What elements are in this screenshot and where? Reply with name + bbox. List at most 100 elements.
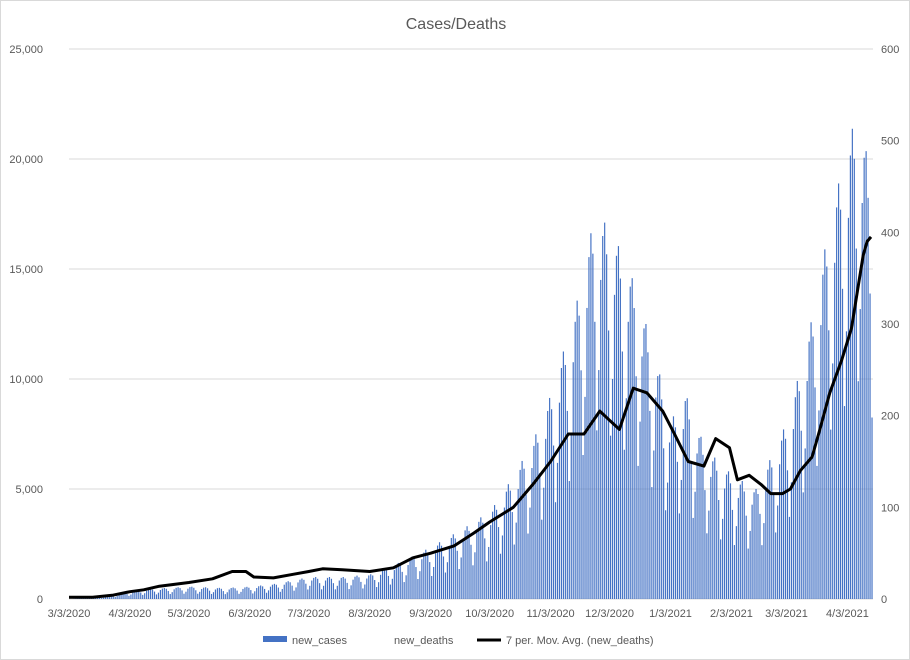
new-cases-bar (348, 589, 350, 599)
y-right-tick-label: 300 (881, 319, 899, 331)
x-tick-label: 3/3/2020 (48, 608, 91, 620)
y-left-tick-label: 25,000 (9, 44, 43, 56)
new-cases-bar (206, 588, 209, 599)
new-cases-bar (140, 592, 142, 599)
new-cases-bar (148, 589, 150, 599)
new-cases-bar (205, 587, 207, 599)
new-cases-bar (374, 580, 376, 599)
new-cases-bar (482, 522, 484, 599)
new-cases-bar (635, 376, 637, 599)
new-cases-bar (613, 294, 616, 599)
new-cases-bar (531, 468, 533, 599)
x-tick-label: 7/3/2020 (287, 608, 330, 620)
new-cases-bar (611, 379, 614, 599)
new-cases-bar (254, 591, 256, 599)
new-cases-bar (417, 579, 419, 599)
new-cases-bar (218, 587, 220, 599)
new-cases-bar (157, 592, 160, 599)
new-cases-bar (511, 512, 513, 599)
new-cases-bar (419, 571, 421, 599)
new-cases-bar (556, 462, 559, 599)
new-cases-bar (450, 537, 452, 599)
new-cases-bar (755, 489, 757, 599)
new-cases-bar (651, 487, 653, 599)
new-cases-bar (549, 397, 551, 599)
new-cases-bar (836, 207, 838, 599)
new-cases-bar (712, 461, 714, 599)
new-cases-bar (670, 427, 673, 599)
new-cases-bar (554, 502, 557, 599)
new-cases-bar (295, 587, 297, 599)
new-cases-bar (570, 434, 572, 599)
new-cases-bar (165, 588, 167, 599)
new-cases-bar (816, 465, 818, 599)
new-cases-bar (698, 437, 700, 599)
new-cases-bar (574, 321, 576, 599)
new-cases-bar (716, 470, 718, 599)
new-cases-bar (179, 588, 181, 599)
new-cases-bar (718, 500, 720, 599)
new-cases-bar (509, 490, 511, 599)
new-cases-bar (490, 525, 492, 599)
new-cases-bar (358, 577, 360, 599)
new-cases-bar (275, 584, 277, 599)
y-right-tick-label: 600 (881, 44, 899, 56)
new-cases-bar (360, 581, 362, 599)
new-cases-bar (663, 448, 665, 599)
new-cases-bar (116, 596, 118, 599)
new-cases-bar (515, 522, 517, 599)
new-cases-bar (193, 587, 195, 599)
new-cases-bar (324, 580, 327, 599)
new-cases-bar (149, 588, 152, 599)
new-cases-bar (307, 589, 309, 599)
legend-label-moving-average: 7 per. Mov. Avg. (new_deaths) (506, 635, 654, 647)
new-cases-bar (625, 398, 627, 599)
new-cases-bar (749, 530, 751, 599)
new-cases-bar (431, 576, 433, 599)
new-cases-bar (381, 570, 384, 599)
new-cases-bar (167, 590, 169, 599)
x-tick-label: 1/3/2021 (649, 608, 692, 620)
new-cases-bar (606, 254, 608, 599)
new-cases-bar (735, 526, 737, 599)
x-axis: 3/3/2020 4/3/2020 5/3/2020 6/3/2020 7/3/2020… (48, 608, 869, 620)
new-cases-bar (464, 530, 466, 599)
new-cases-bar (810, 322, 812, 599)
new-cases-bar (126, 594, 128, 599)
new-cases-bar (781, 440, 783, 599)
new-cases-bar (124, 593, 126, 599)
y-right-tick-label: 100 (881, 502, 899, 514)
new-cases-bar (645, 324, 647, 599)
new-cases-bar (594, 321, 596, 599)
new-cases-bar (232, 587, 234, 599)
new-cases-bar (228, 589, 230, 599)
new-cases-bar (203, 587, 205, 599)
new-cases-bar (537, 442, 539, 599)
new-cases-bar (195, 590, 197, 599)
new-cases-bar (397, 562, 399, 599)
new-cases-bar (725, 474, 728, 599)
new-cases-bar (161, 588, 163, 599)
x-tick-label: 4/3/2021 (826, 608, 869, 620)
new-cases-bar (733, 545, 736, 599)
new-cases-bar (623, 449, 625, 599)
new-cases-bar (144, 593, 146, 599)
new-cases-bar (403, 582, 405, 599)
new-cases-bar (495, 509, 498, 599)
new-cases-bar (871, 417, 873, 599)
new-cases-bar (533, 445, 535, 599)
new-cases-bar (128, 595, 130, 599)
x-tick-label: 12/3/2020 (585, 608, 634, 620)
new-cases-bar (590, 233, 592, 599)
new-cases-bar (527, 533, 529, 599)
new-cases-bar (472, 565, 474, 599)
new-cases-bar (765, 489, 767, 599)
new-cases-bar (832, 363, 834, 599)
new-cases-bar (305, 583, 307, 599)
new-cases-bar (435, 553, 437, 599)
new-cases-bar (804, 448, 806, 599)
new-cases-bar (378, 582, 380, 599)
y-left-tick-label: 15,000 (9, 264, 43, 276)
new-cases-bar (181, 590, 183, 599)
new-cases-bar (507, 484, 509, 599)
